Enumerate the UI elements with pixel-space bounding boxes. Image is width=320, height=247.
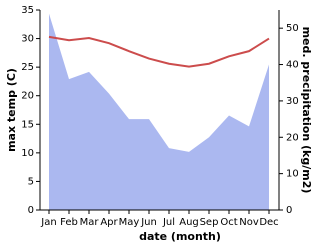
- y2-axis-label: med. precipitation (kg/m2): [300, 27, 313, 194]
- y-axis-label: max temp (C): [5, 68, 18, 152]
- x-tick-label: Feb: [60, 217, 78, 228]
- x-tick-label: Aug: [179, 217, 199, 228]
- x-tick-label: Oct: [220, 217, 237, 228]
- y-tick-label: 15: [21, 119, 34, 130]
- y2-tick-label: 0: [286, 205, 292, 216]
- y-tick-label: 25: [21, 62, 34, 73]
- x-axis-label: date (month): [139, 230, 221, 243]
- x-tick-label: Sep: [200, 217, 219, 228]
- x-tick-label: Jul: [162, 217, 175, 228]
- x-tick-label: Jan: [40, 217, 56, 228]
- x-tick-label: Nov: [239, 217, 259, 228]
- x-tick-label: Mar: [80, 217, 100, 228]
- y2-tick-label: 20: [286, 132, 299, 143]
- y2-tick-label: 50: [286, 23, 299, 34]
- y-tick-label: 10: [21, 148, 34, 159]
- x-tick-label: Apr: [100, 217, 118, 228]
- y2-tick-label: 40: [286, 60, 299, 71]
- y-tick-label: 30: [21, 34, 34, 45]
- y-tick-label: 35: [21, 5, 34, 16]
- x-tick-label: Dec: [259, 217, 278, 228]
- temp-line: [48, 35, 270, 68]
- y-tick-label: 0: [28, 205, 34, 216]
- precipitation-area: [49, 13, 269, 210]
- x-tick-label: Jun: [140, 217, 157, 228]
- y-tick-label: 5: [28, 176, 34, 187]
- y2-tick-label: 10: [286, 169, 299, 180]
- y-tick-label: 20: [21, 91, 34, 102]
- x-tick-label: May: [119, 217, 140, 228]
- y2-tick-label: 30: [286, 96, 299, 107]
